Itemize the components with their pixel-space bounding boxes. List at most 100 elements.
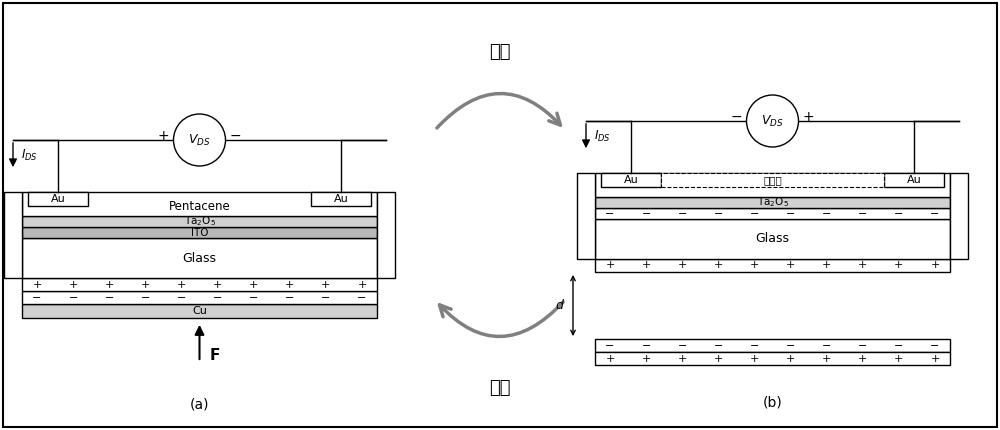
- Bar: [22, 278, 377, 291]
- Text: −: −: [750, 341, 759, 350]
- Text: −: −: [678, 209, 687, 218]
- Bar: [950, 173, 968, 259]
- Text: (b): (b): [763, 395, 782, 409]
- Text: +: +: [249, 280, 258, 289]
- Text: −: −: [714, 209, 723, 218]
- Text: Ta$_2$O$_5$: Ta$_2$O$_5$: [184, 215, 215, 228]
- Circle shape: [174, 114, 226, 166]
- Text: +: +: [822, 353, 831, 363]
- Text: −: −: [68, 292, 78, 302]
- Text: +: +: [750, 353, 759, 363]
- Text: +: +: [894, 353, 904, 363]
- Text: +: +: [750, 261, 759, 270]
- Bar: [22, 238, 377, 278]
- Text: +: +: [803, 110, 814, 124]
- Text: −: −: [249, 292, 258, 302]
- Bar: [22, 291, 377, 304]
- Text: −: −: [105, 292, 114, 302]
- Text: −: −: [858, 209, 867, 218]
- Text: +: +: [605, 261, 615, 270]
- Text: (a): (a): [190, 398, 209, 412]
- Text: 增强区: 增强区: [763, 175, 782, 185]
- Text: +: +: [177, 280, 186, 289]
- Text: −: −: [357, 292, 367, 302]
- Text: −: −: [750, 209, 759, 218]
- Text: −: −: [678, 341, 687, 350]
- Text: Pentacene: Pentacene: [169, 200, 230, 214]
- Text: −: −: [894, 209, 904, 218]
- Text: −: −: [641, 341, 651, 350]
- Text: −: −: [321, 292, 331, 302]
- Text: +: +: [105, 280, 114, 289]
- Text: +: +: [321, 280, 331, 289]
- Text: +: +: [285, 280, 294, 289]
- Bar: [601, 173, 661, 187]
- Text: +: +: [32, 280, 42, 289]
- Text: +: +: [678, 261, 687, 270]
- Text: +: +: [357, 280, 367, 289]
- Text: +: +: [641, 353, 651, 363]
- Bar: [595, 197, 950, 208]
- Text: +: +: [786, 261, 795, 270]
- Text: $V_{DS}$: $V_{DS}$: [761, 114, 784, 129]
- Bar: [595, 173, 950, 197]
- Bar: [22, 304, 377, 318]
- Bar: [22, 192, 377, 216]
- Text: −: −: [731, 110, 742, 124]
- Text: −: −: [213, 292, 222, 302]
- Text: −: −: [822, 209, 831, 218]
- Text: +: +: [930, 353, 940, 363]
- Text: ITO: ITO: [191, 227, 208, 237]
- Text: +: +: [894, 261, 904, 270]
- Text: +: +: [678, 353, 687, 363]
- Text: Cu: Cu: [192, 306, 207, 316]
- Text: Ta$_2$O$_5$: Ta$_2$O$_5$: [757, 196, 788, 209]
- Text: −: −: [786, 341, 795, 350]
- Text: +: +: [141, 280, 150, 289]
- Text: −: −: [894, 341, 904, 350]
- Bar: [661, 173, 884, 187]
- Bar: [595, 219, 950, 259]
- Text: $I_{DS}$: $I_{DS}$: [21, 147, 38, 163]
- Text: Au: Au: [624, 175, 638, 185]
- Text: −: −: [285, 292, 294, 302]
- Text: 按压: 按压: [489, 379, 511, 397]
- Text: −: −: [714, 341, 723, 350]
- Text: −: −: [141, 292, 150, 302]
- Bar: [377, 192, 395, 278]
- Text: −: −: [930, 209, 940, 218]
- Bar: [28, 192, 88, 206]
- Text: −: −: [32, 292, 42, 302]
- Text: Glass: Glass: [182, 252, 216, 264]
- Text: +: +: [158, 129, 169, 143]
- Text: −: −: [822, 341, 831, 350]
- Text: +: +: [641, 261, 651, 270]
- Text: −: −: [786, 209, 795, 218]
- Bar: [311, 192, 371, 206]
- Text: +: +: [714, 261, 723, 270]
- Bar: [884, 173, 944, 187]
- Text: −: −: [858, 341, 867, 350]
- Text: 释放: 释放: [489, 43, 511, 61]
- Text: −: −: [177, 292, 186, 302]
- Text: +: +: [930, 261, 940, 270]
- Text: +: +: [605, 353, 615, 363]
- Circle shape: [746, 95, 798, 147]
- Text: −: −: [605, 209, 615, 218]
- Bar: [577, 173, 595, 259]
- Text: +: +: [213, 280, 222, 289]
- Text: d: d: [555, 299, 563, 312]
- Text: +: +: [68, 280, 78, 289]
- Bar: [22, 227, 377, 238]
- Text: $V_{DS}$: $V_{DS}$: [188, 132, 211, 147]
- Text: Au: Au: [51, 194, 65, 204]
- Text: +: +: [786, 353, 795, 363]
- Bar: [595, 259, 950, 272]
- Bar: [22, 216, 377, 227]
- Bar: [595, 339, 950, 352]
- Text: +: +: [858, 353, 867, 363]
- Text: F: F: [209, 347, 220, 362]
- Text: +: +: [822, 261, 831, 270]
- Text: −: −: [230, 129, 241, 143]
- Text: −: −: [930, 341, 940, 350]
